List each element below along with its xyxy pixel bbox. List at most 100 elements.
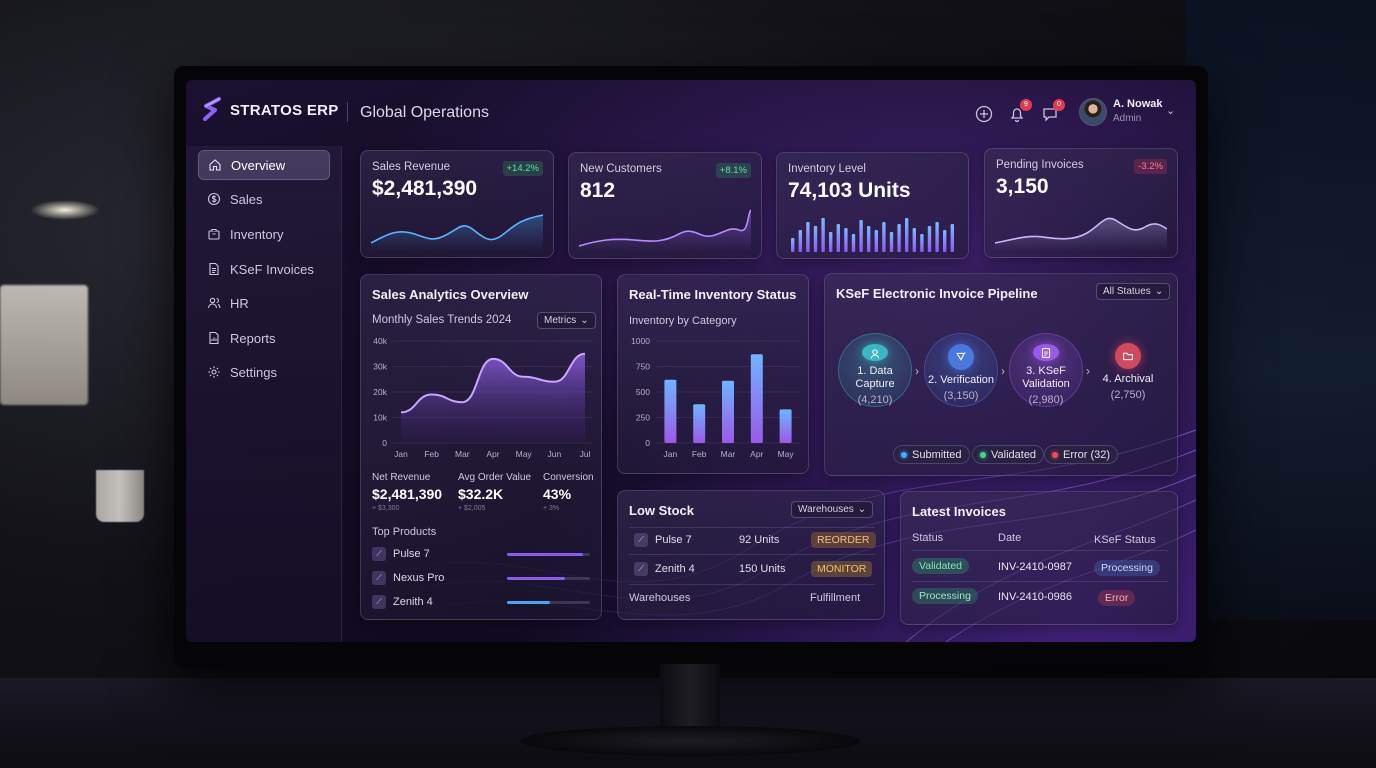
kpi-card-new-customers[interactable]: New Customers 812 +8.1% <box>568 152 762 259</box>
card-title: Sales Analytics Overview <box>372 287 529 302</box>
legend-chip[interactable]: Error (32) <box>1044 445 1119 464</box>
column-header-ksef-status: KSeF Status <box>1094 534 1156 546</box>
y-tick-label: 750 <box>636 362 650 372</box>
product-share-fill <box>507 600 551 604</box>
stage-name: 2. Verification <box>928 374 994 387</box>
top-product-row[interactable]: ⟋ Pulse 7 <box>372 545 592 563</box>
kpi-delta-badge: +8.1% <box>715 163 751 178</box>
sidebar-item-settings[interactable]: Settings <box>198 357 330 387</box>
sparkline-bar <box>889 232 894 252</box>
folder-icon <box>1115 343 1141 369</box>
document-icon <box>209 262 219 276</box>
pipeline-stage[interactable]: 4. Archival (2,750) <box>1091 333 1165 407</box>
table-row[interactable]: ⟋ Pulse 7 92 Units REORDER <box>629 528 876 554</box>
sparkline-bar <box>829 232 833 252</box>
inventory-bar[interactable] <box>779 409 792 443</box>
sidebar-item-overview[interactable]: Overview <box>198 150 330 180</box>
inventory-bar[interactable] <box>722 380 734 443</box>
row-divider <box>912 550 1168 551</box>
sidebar-item-sales[interactable]: Sales <box>198 184 330 214</box>
metric-label: Avg Order Value <box>458 472 532 483</box>
people-icon <box>207 297 221 309</box>
table-row[interactable]: ⟋ Zenith 4 150 Units MONITOR <box>629 557 875 583</box>
chevron-right-icon: › <box>915 364 919 378</box>
sparkline-bar <box>851 234 856 252</box>
inventory-bar[interactable] <box>693 404 706 443</box>
sparkline-bar <box>912 228 916 252</box>
add-button[interactable] <box>974 104 994 124</box>
room-coffee-cup <box>96 470 144 522</box>
top-product-row[interactable]: ⟋ Zenith 4 <box>372 593 592 611</box>
stage-name: 3. KSeF Validation <box>1022 365 1070 391</box>
monthly-sales-area-chart: 0 10k 20k 30k 40k Jan Feb Mar Apr May Jun Jul <box>373 336 593 459</box>
x-tick-label: Feb <box>424 449 439 459</box>
pipeline-stage[interactable]: 1. Data Capture (4,210) <box>838 333 912 407</box>
sales-area-fill <box>401 353 585 443</box>
y-tick-label: 500 <box>636 387 650 397</box>
stage-name-line1: 4. Archival <box>1102 373 1154 385</box>
kpi-delta-badge: +14.2% <box>502 161 543 176</box>
sidebar-item-label: Sales <box>230 191 263 207</box>
kpi-card-pending-invoices[interactable]: Pending Invoices 3,150 -3.2% <box>984 148 1178 258</box>
user-name: A. Nowak <box>1113 98 1163 110</box>
kpi-label: Sales Revenue <box>372 161 450 173</box>
kpi-value: $2,481,390 <box>372 177 478 200</box>
status-filter-label: All Statues <box>1103 286 1151 297</box>
footer-fulfillment-link[interactable]: Fulfillment <box>810 592 861 604</box>
legend-chip[interactable]: Submitted <box>893 445 970 464</box>
legend-chip[interactable]: Validated <box>972 445 1045 464</box>
kpi-card-sales-revenue[interactable]: Sales Revenue $2,481,390 +14.2% <box>360 150 554 258</box>
kpi-card-inventory-level[interactable]: Inventory Level 74,103 Units <box>776 152 969 259</box>
notifications-button[interactable]: 9 <box>1007 99 1032 124</box>
sparkline-bar <box>844 228 848 252</box>
x-tick-label: Apr <box>486 449 499 459</box>
sparkline-bar <box>882 222 886 252</box>
y-tick-label: 250 <box>636 413 650 423</box>
app-screen: STRATOS ERP Global Operations 9 0 A. Now… <box>186 80 1196 642</box>
inventory-status-card: Real-Time Inventory Status Inventory by … <box>617 274 809 474</box>
y-tick-label: 40k <box>373 336 387 346</box>
sparkline-bar <box>806 222 810 252</box>
kpi-value: 812 <box>580 179 616 202</box>
row-divider <box>912 581 1168 582</box>
warehouses-select[interactable]: Warehouses ⌄ <box>791 501 874 518</box>
x-tick-label: Jan <box>664 449 678 459</box>
x-tick-label: Mar <box>721 449 736 459</box>
product-icon: ⟋ <box>372 595 386 609</box>
brand-name: STRATOS ERP <box>230 102 339 119</box>
sales-analytics-card: Sales Analytics Overview Monthly Sales T… <box>360 274 602 620</box>
status-badge: MONITOR <box>811 561 873 577</box>
user-menu-chevron-icon[interactable]: ⌄ <box>1166 105 1176 117</box>
inventory-bar[interactable] <box>750 354 763 443</box>
status-filter-select[interactable]: All Statues ⌄ <box>1096 283 1171 300</box>
product-share-fill <box>507 552 584 556</box>
latest-invoices-card: Latest Invoices Status Date KSeF Status … <box>900 491 1178 625</box>
user-avatar[interactable] <box>1079 98 1107 126</box>
stage-count: (4,210) <box>857 394 893 406</box>
chart-subtitle: Inventory by Category <box>629 315 737 327</box>
footer-warehouses-link[interactable]: Warehouses <box>629 592 691 604</box>
sidebar-item-label: Reports <box>230 330 276 346</box>
sidebar-item-ksef-invoices[interactable]: KSeF Invoices <box>198 254 330 284</box>
sparkline-bar <box>798 230 802 252</box>
sparkline-bar <box>950 224 954 252</box>
pipeline-stage[interactable]: 3. KSeF Validation (2,980) <box>1009 333 1083 407</box>
sidebar-item-inventory[interactable]: Inventory <box>198 219 330 249</box>
y-tick-label: 1000 <box>631 336 650 346</box>
pipeline-stage[interactable]: 2. Verification (3,150) <box>924 333 998 407</box>
sparkline-bar <box>874 230 878 252</box>
invoice-number[interactable]: INV-2410-0986 <box>998 591 1072 603</box>
status-badge: Processing <box>912 588 978 604</box>
x-tick-label: Mar <box>455 449 470 459</box>
sidebar-item-hr[interactable]: HR <box>198 288 330 318</box>
top-product-row[interactable]: ⟋ Nexus Pro <box>372 569 592 587</box>
invoice-number[interactable]: INV-2410-0987 <box>998 561 1072 573</box>
column-header-date: Date <box>998 532 1022 544</box>
sidebar-item-reports[interactable]: Reports <box>198 323 330 353</box>
room-lamp-shade <box>0 285 88 405</box>
messages-button[interactable]: 0 <box>1040 99 1065 124</box>
status-badge: Validated <box>912 558 970 574</box>
metrics-select[interactable]: Metrics ⌄ <box>537 312 596 329</box>
inventory-bar[interactable] <box>664 379 677 443</box>
y-tick-label: 0 <box>645 438 650 448</box>
